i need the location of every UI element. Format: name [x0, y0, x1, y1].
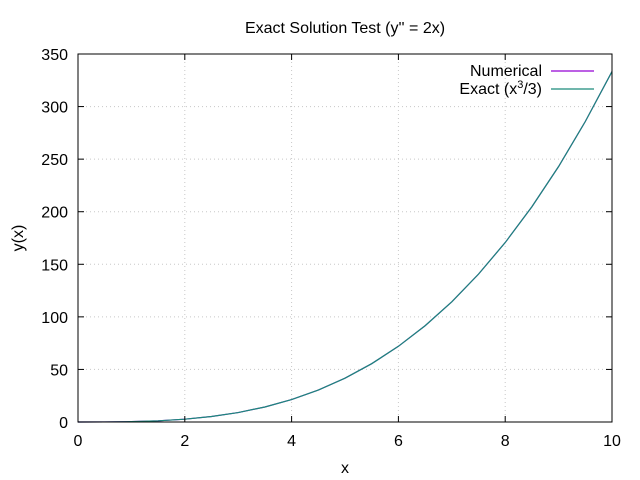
y-tick-label: 300 — [41, 100, 68, 117]
x-tick-label: 6 — [394, 433, 403, 450]
x-tick-label: 2 — [180, 433, 189, 450]
plot-frame — [77, 53, 613, 423]
y-tick-label: 50 — [50, 362, 68, 379]
x-tick-label: 8 — [501, 433, 510, 450]
y-tick-label: 200 — [41, 205, 68, 222]
legend-label-numerical: Numerical — [470, 63, 542, 80]
y-tick-label: 100 — [41, 310, 68, 327]
grid — [78, 54, 612, 422]
x-axis-label: x — [341, 460, 349, 477]
x-tick-label: 4 — [287, 433, 296, 450]
chart-title: Exact Solution Test (y'' = 2x) — [245, 20, 445, 37]
y-axis-label: y(x) — [10, 225, 27, 252]
y-tick-label: 150 — [41, 257, 68, 274]
y-tick-label: 250 — [41, 152, 68, 169]
series-line-exact — [77, 71, 613, 423]
plot-lines — [77, 71, 613, 423]
axis-ticks: 0 50 100 150 200 250 300 350 0 2 4 6 8 10 — [41, 47, 621, 450]
x-tick-label: 10 — [603, 433, 621, 450]
x-tick-label: 0 — [74, 433, 83, 450]
y-tick-label: 350 — [41, 47, 68, 64]
legend-label-exact: Exact (x3/3) — [459, 79, 542, 98]
y-tick-label: 0 — [59, 415, 68, 432]
